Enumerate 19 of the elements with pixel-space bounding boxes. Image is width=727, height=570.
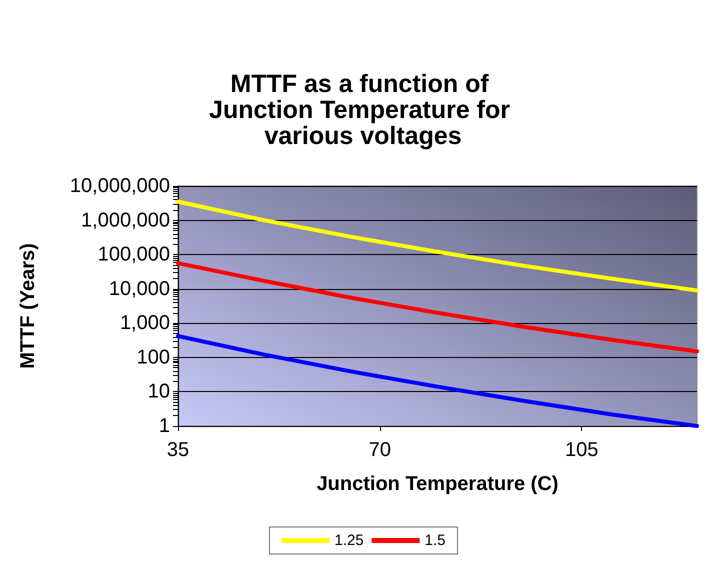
x-axis-title: Junction Temperature (C)	[316, 473, 558, 495]
chart-title: MTTF as a function of Junction Temperature for various voltages	[209, 70, 517, 150]
x-tick-label: 35	[166, 439, 190, 461]
legend-label: 1.25	[334, 532, 364, 549]
line-series	[176, 334, 699, 428]
line-series	[176, 261, 699, 354]
legend-label: 1.5	[424, 532, 446, 549]
y-tick-label: 1,000	[120, 312, 170, 334]
y-tick-label: 1,000,000	[81, 209, 170, 232]
y-tick-label: 10	[148, 380, 170, 403]
y-tick-label: 10,000,000	[70, 175, 170, 197]
line-series	[176, 200, 699, 292]
x-tick-label: 105	[564, 439, 598, 461]
y-axis-title: MTTF (Years)	[17, 243, 39, 369]
y-tick-label: 10,000	[108, 278, 170, 300]
y-tick-label: 100,000	[98, 244, 170, 266]
x-tick-label: 70	[368, 439, 391, 461]
y-tick-label: 1	[158, 415, 170, 437]
y-tick-label: 100	[136, 346, 170, 368]
